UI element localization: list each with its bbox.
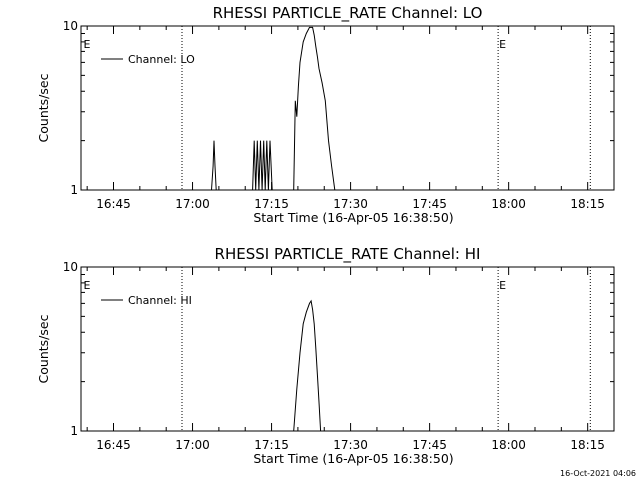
x-axis-label: Start Time (16-Apr-05 16:38:50) — [253, 451, 453, 466]
event-marker: E — [499, 38, 506, 51]
x-tick-label: 17:30 — [333, 438, 368, 452]
lo-channel-plot: RHESSI PARTICLE_RATE Channel: LO 16:45 17:… — [36, 4, 615, 225]
event-marker: E — [499, 279, 506, 292]
plot-frame — [80, 266, 615, 432]
x-tick-label: 16:45 — [96, 438, 131, 452]
y-tick-label: 1 — [70, 424, 78, 438]
plot-frame — [80, 25, 615, 191]
x-tick-label: 17:45 — [412, 438, 447, 452]
chart-title: RHESSI PARTICLE_RATE Channel: HI — [215, 245, 481, 264]
x-tick-label: 18:00 — [491, 438, 526, 452]
y-tick-label: 10 — [63, 260, 78, 274]
x-tick-label: 17:45 — [412, 197, 447, 211]
series-line — [293, 299, 322, 432]
chart-title: RHESSI PARTICLE_RATE Channel: LO — [213, 4, 483, 23]
x-tick-label: 17:30 — [333, 197, 368, 211]
x-tick-label: 17:00 — [175, 438, 210, 452]
footer-timestamp: 16-Oct-2021 04:06 — [560, 469, 636, 478]
legend-label: Channel: HI — [128, 294, 192, 307]
event-marker: E — [83, 279, 90, 292]
x-tick-label: 17:00 — [175, 197, 210, 211]
y-axis-label: Counts/sec — [36, 314, 51, 383]
y-tick-label: 10 — [63, 19, 78, 33]
legend-label: Channel: LO — [128, 53, 195, 66]
hi-channel-plot: RHESSI PARTICLE_RATE Channel: HI 16:45 17:… — [36, 245, 615, 466]
x-tick-label: 18:00 — [491, 197, 526, 211]
y-axis-label: Counts/sec — [36, 73, 51, 142]
x-tick-label: 18:15 — [570, 197, 605, 211]
x-tick-label: 17:15 — [254, 197, 289, 211]
x-tick-label: 18:15 — [570, 438, 605, 452]
x-tick-label: 17:15 — [254, 438, 289, 452]
series-line — [211, 26, 336, 191]
x-axis-label: Start Time (16-Apr-05 16:38:50) — [253, 210, 453, 225]
x-tick-label: 16:45 — [96, 197, 131, 211]
y-tick-label: 1 — [70, 183, 78, 197]
event-marker: E — [83, 38, 90, 51]
